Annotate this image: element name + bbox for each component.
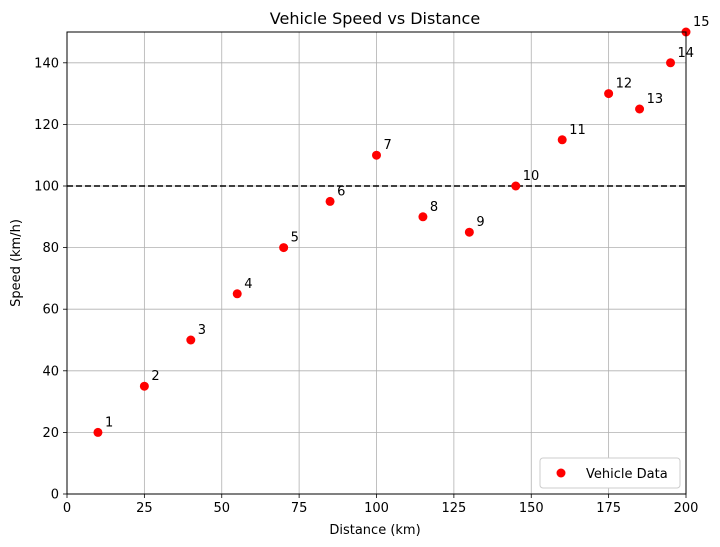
data-point-label: 15 bbox=[693, 15, 710, 30]
data-point bbox=[232, 289, 242, 299]
data-point-label: 6 bbox=[337, 184, 345, 199]
data-point bbox=[186, 335, 196, 345]
x-tick-label: 125 bbox=[441, 501, 466, 516]
data-point-label: 2 bbox=[151, 369, 159, 384]
data-point-label: 7 bbox=[384, 138, 392, 153]
data-point-label: 12 bbox=[616, 77, 633, 92]
y-tick-label: 80 bbox=[42, 241, 59, 256]
y-tick-label: 20 bbox=[42, 426, 59, 441]
data-point bbox=[325, 196, 335, 206]
data-point-label: 11 bbox=[569, 123, 586, 138]
y-tick-label: 120 bbox=[34, 118, 59, 133]
y-tick-label: 60 bbox=[42, 303, 59, 318]
data-point bbox=[635, 104, 645, 114]
data-point-label: 3 bbox=[198, 323, 206, 338]
chart-title: Vehicle Speed vs Distance bbox=[270, 9, 480, 28]
data-point-label: 1 bbox=[105, 415, 113, 430]
legend-label: Vehicle Data bbox=[586, 467, 668, 482]
x-tick-label: 200 bbox=[674, 501, 699, 516]
x-tick-label: 50 bbox=[213, 501, 230, 516]
data-point bbox=[279, 243, 289, 253]
data-point-label: 5 bbox=[291, 231, 299, 246]
x-tick-label: 100 bbox=[364, 501, 389, 516]
y-axis-ticks: 0 20 40 60 80 100 120 140 bbox=[34, 56, 67, 503]
data-point-label: 8 bbox=[430, 200, 438, 215]
data-point bbox=[557, 135, 567, 145]
data-point-label: 10 bbox=[523, 169, 540, 184]
legend: Vehicle Data bbox=[539, 457, 681, 489]
y-axis-label: Speed (km/h) bbox=[9, 219, 24, 307]
x-tick-label: 0 bbox=[63, 501, 71, 516]
data-point-label: 13 bbox=[647, 92, 664, 107]
legend-marker bbox=[556, 468, 566, 478]
y-tick-label: 100 bbox=[34, 180, 59, 195]
data-point bbox=[139, 381, 149, 391]
data-point bbox=[372, 150, 381, 160]
y-tick-label: 0 bbox=[51, 488, 59, 503]
y-tick-label: 40 bbox=[42, 364, 59, 379]
x-tick-label: 175 bbox=[596, 501, 621, 516]
data-point bbox=[604, 89, 614, 99]
data-point-label: 4 bbox=[244, 277, 252, 292]
x-tick-label: 75 bbox=[291, 501, 308, 516]
data-point bbox=[511, 181, 521, 191]
data-point bbox=[666, 58, 676, 68]
x-tick-label: 25 bbox=[136, 501, 153, 516]
data-point bbox=[464, 227, 474, 237]
data-point bbox=[418, 212, 428, 222]
y-tick-label: 140 bbox=[34, 56, 59, 71]
data-point bbox=[93, 427, 103, 437]
legend-box bbox=[539, 457, 681, 489]
x-tick-label: 150 bbox=[519, 501, 544, 516]
grid bbox=[66, 32, 687, 495]
x-axis-ticks: 0 25 50 75 100 125 150 175 200 bbox=[63, 494, 699, 516]
data-points bbox=[93, 27, 691, 437]
x-axis-label: Distance (km) bbox=[329, 523, 420, 538]
data-point-label: 9 bbox=[476, 215, 484, 230]
